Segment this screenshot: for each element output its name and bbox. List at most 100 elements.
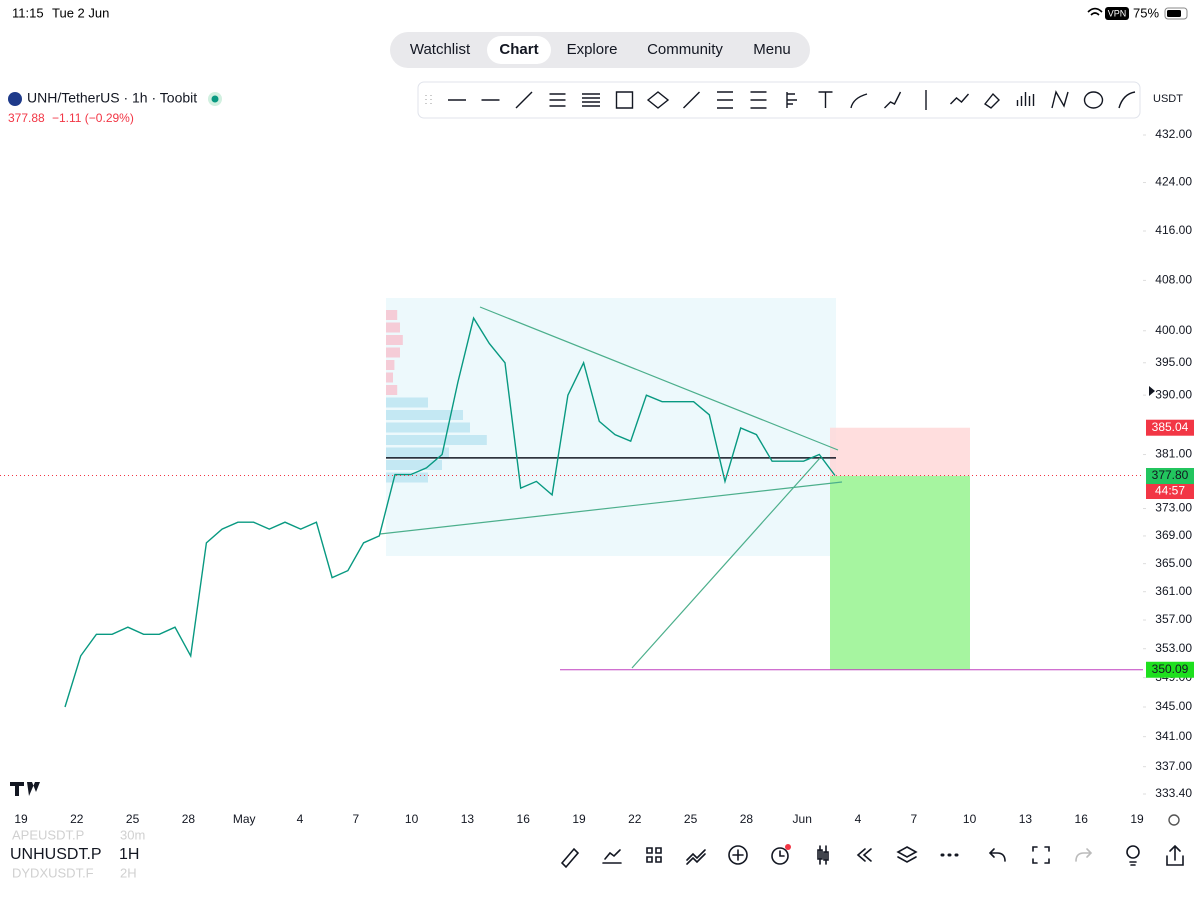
status-time: 11:15 — [12, 5, 44, 20]
toolbar-button[interactable] — [817, 845, 829, 865]
drawing-tool[interactable] — [549, 93, 566, 107]
toolbar-button[interactable] — [988, 848, 1006, 862]
volume-profile-bar — [386, 397, 428, 408]
y-tick-label: 341.00 — [1155, 729, 1192, 743]
drawing-tool[interactable] — [818, 91, 833, 108]
settings-icon[interactable] — [1168, 814, 1180, 826]
target-zone — [830, 475, 970, 670]
toolbar-button[interactable] — [771, 847, 789, 865]
volume-profile-bar — [386, 410, 463, 420]
toolbar-button[interactable] — [1032, 846, 1050, 864]
x-tick-label: 16 — [1075, 812, 1089, 826]
drag-handle — [425, 95, 432, 104]
x-tick-label: 28 — [182, 812, 196, 826]
y-tick-label: 400.00 — [1155, 323, 1192, 337]
x-tick-label: May — [233, 812, 256, 826]
target-tag: 350.09 — [1152, 662, 1189, 676]
drawing-tool[interactable] — [1051, 90, 1069, 109]
battery-text: 75% — [1133, 5, 1159, 20]
x-tick-label: 22 — [70, 812, 84, 826]
toolbar-button[interactable] — [728, 845, 748, 865]
drawing-tool[interactable] — [582, 93, 600, 107]
y-tick-label: 333.40 — [1155, 786, 1192, 800]
drawing-tool[interactable] — [1083, 91, 1104, 109]
volume-profile-bar — [386, 335, 403, 345]
alert-dot — [785, 844, 791, 850]
drawing-tool[interactable] — [786, 92, 797, 108]
nav-tab[interactable]: Community — [647, 41, 723, 58]
drawing-tool[interactable] — [1118, 91, 1136, 109]
drawing-tool[interactable] — [950, 93, 970, 105]
toolbar-button[interactable] — [560, 847, 580, 869]
drawing-tool[interactable] — [515, 91, 533, 109]
volume-profile-bar — [386, 360, 395, 370]
drawing-tool[interactable] — [615, 91, 634, 109]
wifi-icon — [1087, 7, 1103, 16]
y-tick-label: 381.00 — [1155, 447, 1192, 461]
x-tick-label: 19 — [572, 812, 586, 826]
vpn-text: VPN — [1108, 8, 1127, 18]
x-tick-label: 7 — [352, 812, 359, 826]
nav-tab[interactable]: Chart — [499, 41, 538, 58]
stop-zone — [830, 427, 970, 476]
y-tick-label: 390.00 — [1155, 387, 1192, 401]
toolbar-button[interactable] — [1126, 845, 1140, 866]
currency-select[interactable]: USDT — [1153, 93, 1183, 105]
trendline — [479, 306, 839, 451]
drawing-tool[interactable] — [850, 93, 868, 109]
bottom-symbol[interactable]: UNHUSDT.P — [10, 846, 102, 863]
x-tick-label: 7 — [910, 812, 917, 826]
target-tag-bg — [1146, 661, 1194, 678]
nav-tab[interactable]: Menu — [753, 41, 791, 58]
vpn-badge — [1105, 7, 1129, 20]
scale-marker — [1149, 386, 1155, 396]
entry-tag: 377.80 — [1152, 468, 1189, 482]
nav-tab[interactable]: Watchlist — [410, 41, 471, 58]
drawing-tool[interactable] — [884, 91, 902, 109]
toolbar-button[interactable] — [686, 849, 706, 865]
y-tick-label: 432.00 — [1155, 127, 1192, 141]
drawing-tool[interactable] — [683, 91, 700, 109]
toolbar-button[interactable] — [896, 846, 918, 863]
status-dot — [211, 95, 219, 103]
drawing-tool[interactable] — [717, 91, 733, 109]
x-tick-label: 13 — [1019, 812, 1033, 826]
toolbar-button[interactable] — [1075, 848, 1093, 862]
toolbar-button[interactable] — [646, 847, 662, 863]
y-tick-label: 369.00 — [1155, 528, 1192, 542]
last-price: 377.88 — [8, 111, 45, 125]
x-tick-label: 25 — [684, 812, 698, 826]
y-tick-label: 357.00 — [1155, 612, 1192, 626]
stop-tag-bg — [1146, 419, 1194, 436]
x-tick-label: 10 — [963, 812, 977, 826]
volume-profile-bar — [386, 310, 398, 320]
price-change: −1.11 (−0.29%) — [52, 111, 134, 125]
volume-profile-bar — [386, 460, 442, 470]
x-tick-label: 25 — [126, 812, 140, 826]
price-line — [64, 316, 836, 708]
volume-profile-bar — [386, 385, 398, 395]
x-tick-label: 19 — [14, 812, 28, 826]
nav-tab[interactable]: Explore — [567, 41, 618, 58]
toolbar-button[interactable] — [602, 849, 622, 864]
bottom-interval[interactable]: 1H — [119, 846, 139, 863]
y-tick-label: 353.00 — [1155, 641, 1192, 655]
x-tick-label: 22 — [628, 812, 642, 826]
drawing-tool[interactable] — [646, 91, 670, 109]
toolbar-button[interactable] — [856, 848, 872, 862]
drawing-toolbar — [417, 81, 1141, 119]
y-tick-label: 416.00 — [1155, 223, 1192, 237]
x-tick-label: 4 — [855, 812, 862, 826]
x-tick-label: Jun — [793, 812, 812, 826]
y-tick-label: 408.00 — [1155, 273, 1192, 287]
ghost-interval: 30m — [120, 827, 145, 842]
drawing-tool[interactable] — [983, 92, 1000, 109]
y-tick-label: 395.00 — [1155, 355, 1192, 369]
x-tick-label: 16 — [517, 812, 531, 826]
drawing-tool[interactable] — [750, 91, 767, 109]
toolbar-button[interactable] — [1166, 844, 1184, 866]
battery-icon — [1164, 7, 1188, 20]
countdown: 44:57 — [1155, 484, 1185, 498]
drawing-tool[interactable] — [1016, 92, 1035, 106]
x-tick-label: 28 — [740, 812, 754, 826]
